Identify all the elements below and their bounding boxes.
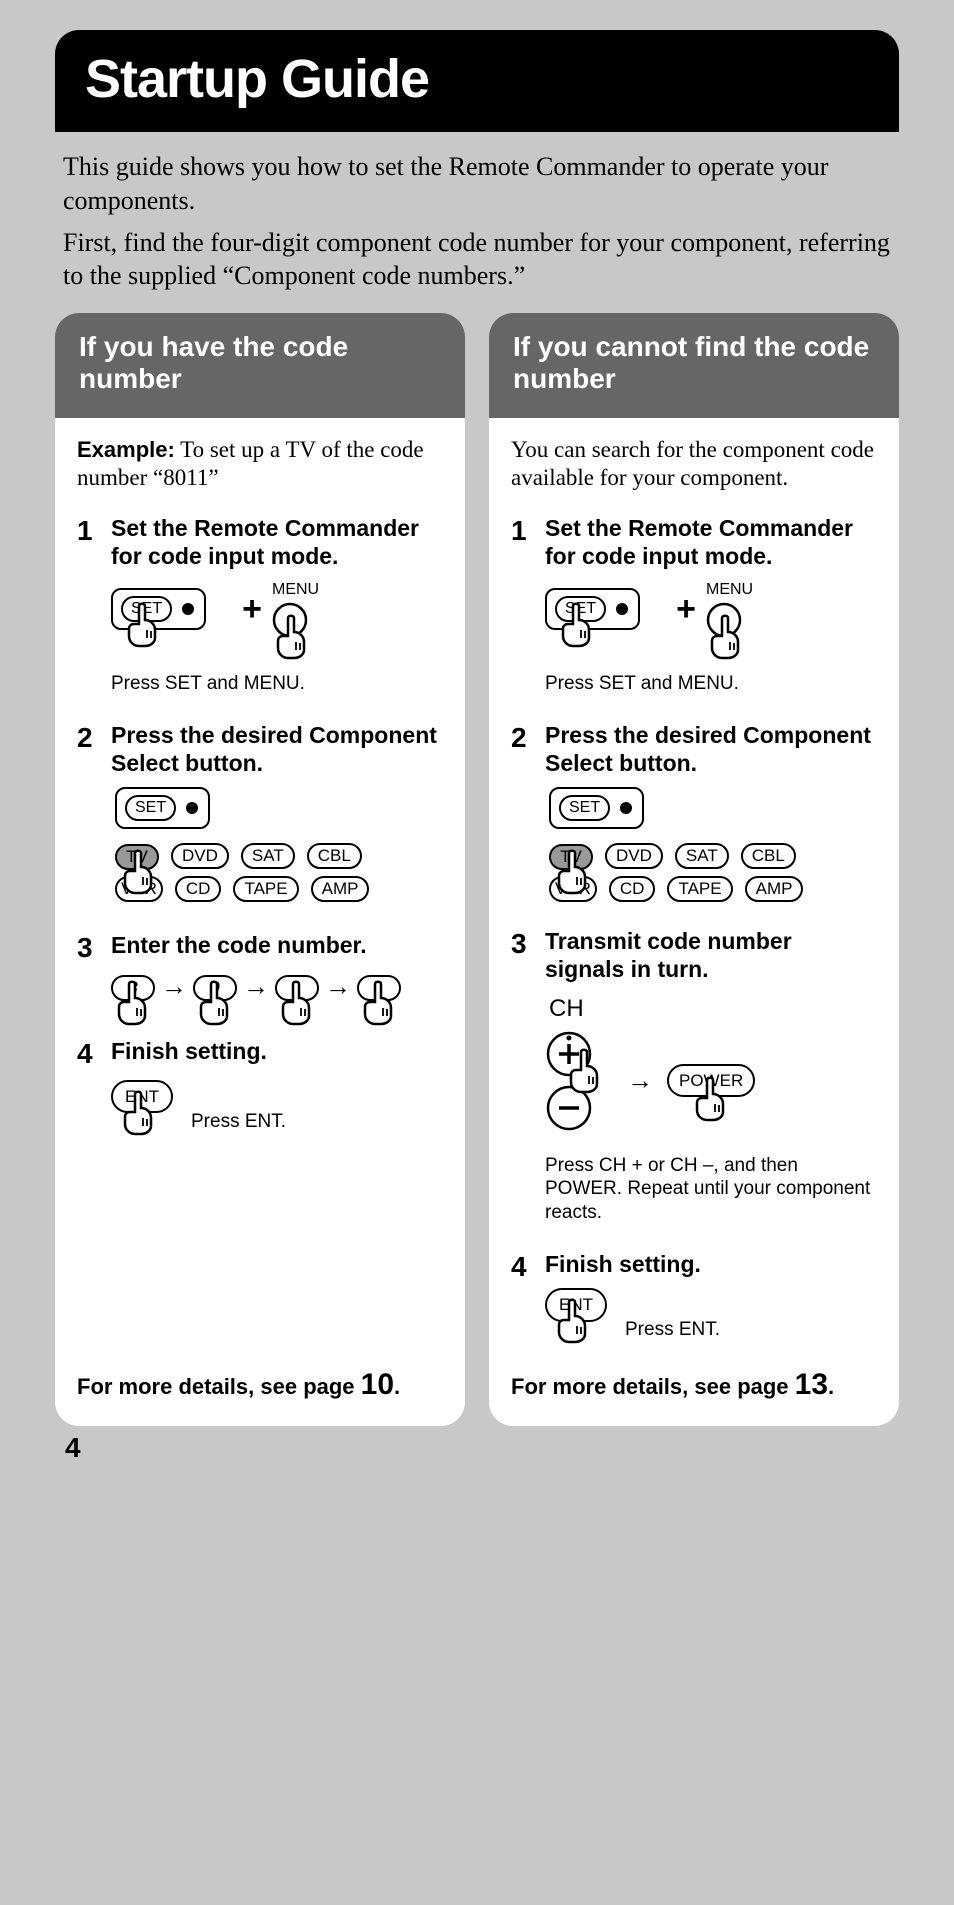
- hand-icon: [121, 1090, 157, 1138]
- left-step-4: Finish setting. ENT Press ENT.: [77, 1038, 443, 1113]
- left-example: Example: To set up a TV of the code numb…: [77, 436, 443, 494]
- amp-button-icon: AMP: [745, 876, 804, 902]
- cd-button-icon: CD: [175, 876, 222, 902]
- dvd-button-icon: DVD: [605, 843, 663, 869]
- right-header: If you cannot find the code number: [489, 313, 899, 417]
- cbl-button-icon: CBL: [741, 843, 796, 869]
- right-column: If you cannot find the code number You c…: [489, 313, 899, 1425]
- right-step-1-title: Set the Remote Commander for code input …: [545, 515, 877, 570]
- hand-icon: [555, 1298, 591, 1346]
- sat-button-icon: SAT: [675, 843, 729, 869]
- right-lead: You can search for the component code av…: [511, 436, 877, 494]
- hand-icon: [115, 980, 151, 1028]
- right-step-3: Transmit code number signals in turn. CH: [511, 928, 877, 1224]
- left-header: If you have the code number: [55, 313, 465, 417]
- cbl-button-icon: CBL: [307, 843, 362, 869]
- hand-icon: [197, 980, 233, 1028]
- menu-label: MENU: [706, 580, 753, 600]
- hand-icon: [555, 849, 591, 897]
- hand-icon: [567, 1048, 603, 1096]
- hand-icon: [274, 614, 310, 662]
- component-row-2-r: VCR CD TAPE AMP: [549, 876, 877, 902]
- ch-label: CH: [549, 994, 877, 1024]
- hand-icon: [693, 1076, 729, 1124]
- left-footer: For more details, see page 10.: [55, 1358, 465, 1426]
- hand-icon: [279, 980, 315, 1028]
- right-step-3-caption: Press CH + or CH –, and then POWER. Repe…: [545, 1154, 877, 1225]
- hand-icon: [125, 602, 161, 650]
- hand-icon: [121, 849, 157, 897]
- set-block-icon: SET: [115, 787, 210, 829]
- hand-icon: [708, 614, 744, 662]
- ch-power-diagram: → POWER: [545, 1030, 877, 1132]
- right-step-1: Set the Remote Commander for code input …: [511, 515, 877, 696]
- menu-label: MENU: [272, 580, 319, 600]
- cd-button-icon: CD: [609, 876, 656, 902]
- amp-button-icon: AMP: [311, 876, 370, 902]
- code-entry-diagram: 8 → 0 → 1: [111, 970, 443, 1003]
- left-step-2: Press the desired Component Select butto…: [77, 722, 443, 902]
- intro-p1: This guide shows you how to set the Remo…: [63, 150, 891, 218]
- left-step-2-title: Press the desired Component Select butto…: [111, 722, 443, 777]
- ent-diagram: ENT Press ENT.: [111, 1080, 443, 1113]
- page: Startup Guide This guide shows you how t…: [0, 0, 954, 1497]
- sat-button-icon: SAT: [241, 843, 295, 869]
- right-step-1-caption: Press SET and MENU.: [545, 672, 877, 696]
- hand-icon: [559, 602, 595, 650]
- set-menu-diagram: SET + MENU: [111, 580, 443, 638]
- right-footer: For more details, see page 13.: [489, 1358, 899, 1426]
- right-step-2-title: Press the desired Component Select butto…: [545, 722, 877, 777]
- right-step-2: Press the desired Component Select butto…: [511, 722, 877, 902]
- dvd-button-icon: DVD: [171, 843, 229, 869]
- right-step-4: Finish setting. ENT Press ENT.: [511, 1251, 877, 1322]
- page-number: 4: [55, 1426, 899, 1482]
- left-step-1-caption: Press SET and MENU.: [111, 672, 443, 696]
- tape-button-icon: TAPE: [233, 876, 298, 902]
- intro-p2: First, find the four-digit component cod…: [63, 226, 891, 294]
- set-block-icon: SET: [549, 787, 644, 829]
- component-row-1: TV DVD SAT CBL: [115, 841, 443, 870]
- page-title: Startup Guide: [85, 49, 429, 109]
- left-column: If you have the code number Example: To …: [55, 313, 465, 1425]
- left-step-4-caption: Press ENT.: [191, 1110, 286, 1134]
- left-step-3: Enter the code number. 8 → 0 →: [77, 932, 443, 1002]
- example-label: Example:: [77, 437, 175, 462]
- left-step-3-title: Enter the code number.: [111, 932, 443, 960]
- component-row-1-r: TV DVD SAT CBL: [549, 841, 877, 870]
- title-banner: Startup Guide: [55, 30, 899, 132]
- right-step-4-title: Finish setting.: [545, 1251, 877, 1279]
- ent-diagram-r: ENT Press ENT.: [545, 1288, 877, 1321]
- intro-text: This guide shows you how to set the Remo…: [55, 132, 899, 313]
- right-step-3-title: Transmit code number signals in turn.: [545, 928, 877, 983]
- left-step-4-title: Finish setting.: [111, 1038, 443, 1066]
- right-step-4-caption: Press ENT.: [625, 1318, 720, 1342]
- hand-icon: [361, 980, 397, 1028]
- tape-button-icon: TAPE: [667, 876, 732, 902]
- left-step-1-title: Set the Remote Commander for code input …: [111, 515, 443, 570]
- left-step-1: Set the Remote Commander for code input …: [77, 515, 443, 696]
- set-menu-diagram-r: SET + MENU: [545, 580, 877, 638]
- component-row-2: VCR CD TAPE AMP: [115, 876, 443, 902]
